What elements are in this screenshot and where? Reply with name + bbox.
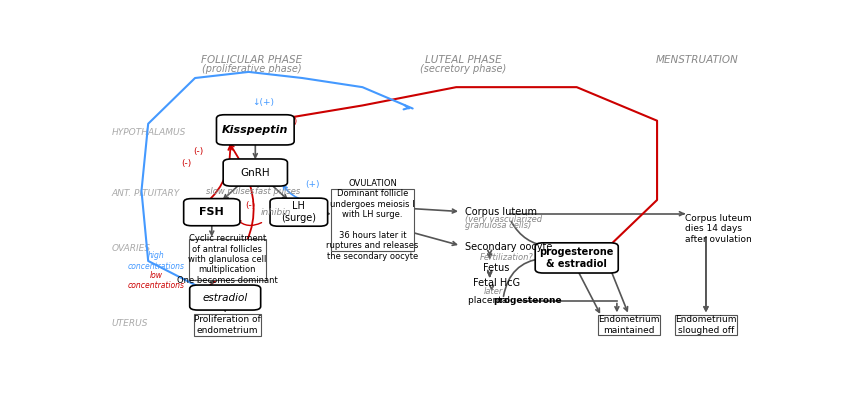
FancyBboxPatch shape bbox=[223, 159, 288, 186]
Text: (-): (-) bbox=[288, 117, 298, 126]
Text: slow pulses: slow pulses bbox=[206, 187, 254, 196]
Text: low
concentrations: low concentrations bbox=[128, 271, 185, 291]
FancyBboxPatch shape bbox=[331, 188, 415, 251]
Text: ↓(+): ↓(+) bbox=[252, 99, 275, 107]
Text: Proliferation of
endometrium: Proliferation of endometrium bbox=[194, 315, 261, 335]
FancyBboxPatch shape bbox=[598, 315, 660, 335]
FancyBboxPatch shape bbox=[190, 285, 261, 310]
Text: Corpus luteum: Corpus luteum bbox=[465, 207, 537, 217]
Text: high
concentrations: high concentrations bbox=[128, 251, 185, 270]
Text: Kisspeptin: Kisspeptin bbox=[222, 125, 289, 135]
Text: HYPOTHALAMUS: HYPOTHALAMUS bbox=[111, 128, 186, 137]
Text: estradiol: estradiol bbox=[202, 293, 248, 303]
Text: FSH: FSH bbox=[200, 207, 224, 217]
FancyBboxPatch shape bbox=[217, 115, 294, 145]
Text: placental: placental bbox=[468, 296, 513, 305]
Text: granulosa cells): granulosa cells) bbox=[465, 221, 531, 230]
Text: LH
(surge): LH (surge) bbox=[282, 202, 316, 223]
FancyBboxPatch shape bbox=[188, 239, 266, 280]
Text: later: later bbox=[483, 287, 503, 296]
Text: UTERUS: UTERUS bbox=[111, 319, 148, 328]
Text: Fetal HcG: Fetal HcG bbox=[473, 278, 520, 288]
FancyBboxPatch shape bbox=[675, 315, 737, 335]
Text: LUTEAL PHASE: LUTEAL PHASE bbox=[424, 55, 501, 65]
Text: GnRH: GnRH bbox=[240, 168, 270, 177]
Text: progesterone: progesterone bbox=[493, 296, 562, 305]
Text: Fetus: Fetus bbox=[483, 263, 510, 273]
FancyBboxPatch shape bbox=[535, 243, 619, 273]
Text: (+): (+) bbox=[305, 180, 320, 189]
Text: Fertilization?: Fertilization? bbox=[480, 253, 533, 263]
Text: (-): (-) bbox=[194, 147, 204, 156]
Text: (proliferative phase): (proliferative phase) bbox=[202, 64, 302, 74]
Text: inhibin: inhibin bbox=[261, 208, 291, 217]
Text: OVARIES: OVARIES bbox=[111, 244, 150, 253]
Text: FOLLICULAR PHASE: FOLLICULAR PHASE bbox=[201, 55, 302, 65]
FancyBboxPatch shape bbox=[184, 199, 240, 226]
Text: ANT. PITUITARY: ANT. PITUITARY bbox=[111, 189, 180, 198]
Text: (-): (-) bbox=[181, 160, 192, 168]
Text: (secretory phase): (secretory phase) bbox=[420, 64, 506, 74]
Text: progesterone
& estradiol: progesterone & estradiol bbox=[539, 247, 614, 269]
Text: (very vascularized: (very vascularized bbox=[465, 215, 542, 224]
Text: Cyclic recruitment
of antral follicles
with glanulosa cell
multiplication
One be: Cyclic recruitment of antral follicles w… bbox=[177, 234, 277, 285]
FancyBboxPatch shape bbox=[194, 314, 261, 336]
Text: Endometrium
maintained: Endometrium maintained bbox=[598, 315, 660, 335]
Text: fast pulses: fast pulses bbox=[255, 187, 300, 196]
Text: Corpus luteum
dies 14 days
after ovulation: Corpus luteum dies 14 days after ovulati… bbox=[685, 214, 752, 244]
Text: (-): (-) bbox=[245, 201, 256, 210]
FancyBboxPatch shape bbox=[270, 198, 327, 226]
Text: MENSTRUATION: MENSTRUATION bbox=[656, 55, 739, 65]
Text: Endometrium
sloughed off: Endometrium sloughed off bbox=[675, 315, 737, 335]
Text: OVULATION
Dominant follicle
undergoes meiosis I
with LH surge.

36 hours later i: OVULATION Dominant follicle undergoes me… bbox=[327, 179, 419, 261]
Text: Secondary oocyte: Secondary oocyte bbox=[465, 242, 552, 252]
